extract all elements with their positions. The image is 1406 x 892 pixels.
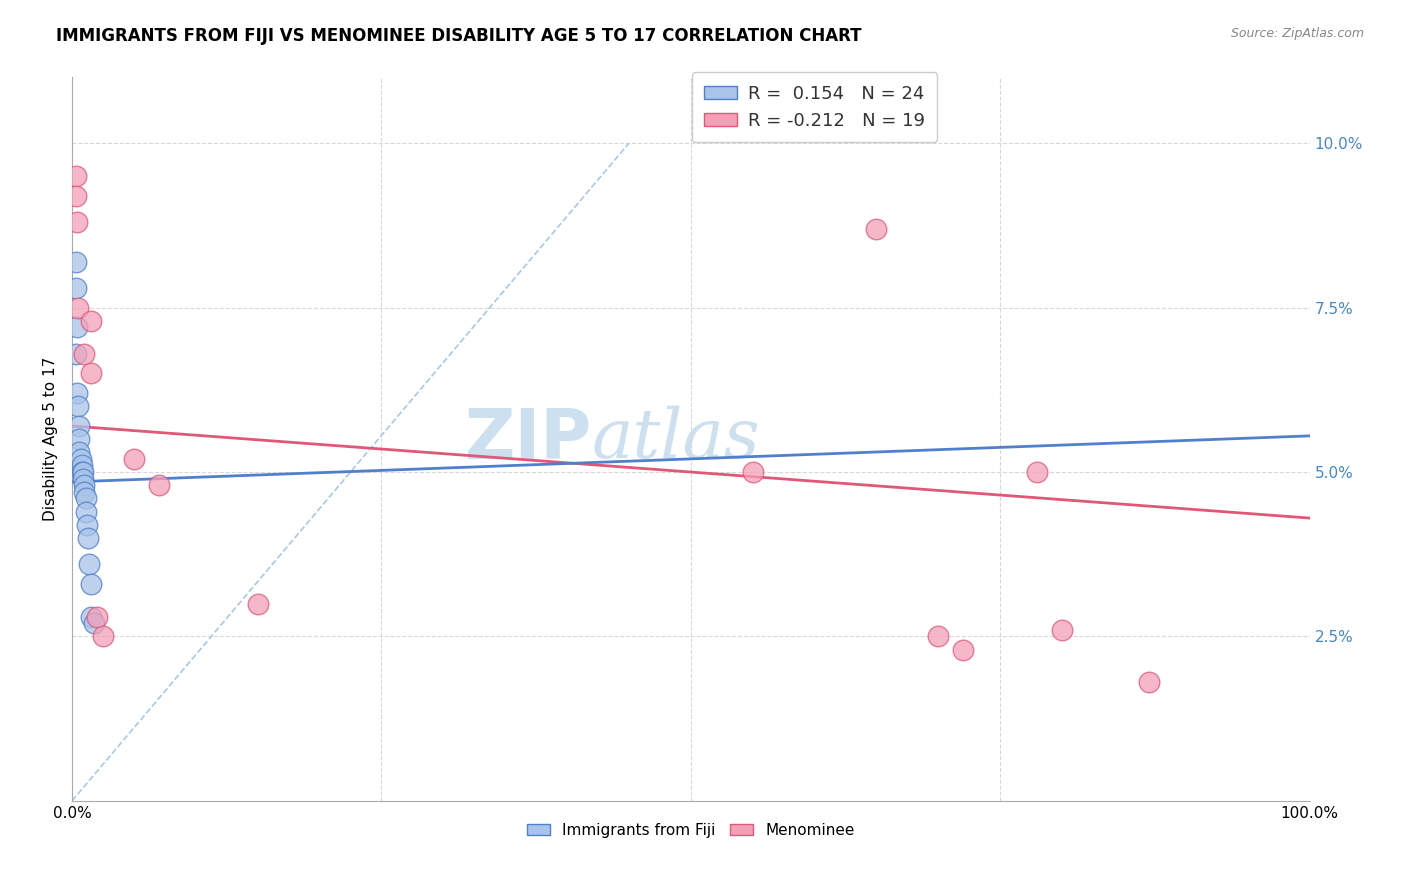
- Point: [70, 458, 93, 473]
- Point: [67, 419, 90, 434]
- Point: [75, 504, 97, 518]
- Point: [1137, 675, 1160, 690]
- Point: [67, 432, 90, 446]
- Point: [65, 189, 87, 203]
- Point: [75, 491, 97, 506]
- Point: [79, 577, 101, 591]
- Point: [83, 616, 105, 631]
- Point: [91, 630, 114, 644]
- Point: [65, 346, 87, 360]
- Point: [73, 484, 96, 499]
- Point: [70, 465, 93, 479]
- Point: [72, 472, 94, 486]
- Text: Source: ZipAtlas.com: Source: ZipAtlas.com: [1230, 27, 1364, 40]
- Y-axis label: Disability Age 5 to 17: Disability Age 5 to 17: [44, 357, 58, 521]
- Point: [246, 597, 269, 611]
- Point: [952, 642, 974, 657]
- Point: [67, 445, 90, 459]
- Point: [66, 320, 89, 334]
- Point: [79, 609, 101, 624]
- Point: [122, 451, 145, 466]
- Point: [69, 451, 91, 466]
- Point: [73, 346, 96, 360]
- Point: [79, 367, 101, 381]
- Legend: Immigrants from Fiji, Menominee: Immigrants from Fiji, Menominee: [520, 817, 860, 844]
- Text: atlas: atlas: [592, 406, 761, 473]
- Point: [72, 465, 94, 479]
- Point: [79, 314, 101, 328]
- Point: [66, 386, 89, 401]
- Point: [741, 465, 763, 479]
- Text: ZIP: ZIP: [464, 406, 592, 473]
- Point: [77, 531, 100, 545]
- Point: [1026, 465, 1049, 479]
- Point: [73, 478, 96, 492]
- Point: [865, 221, 887, 235]
- Point: [65, 254, 87, 268]
- Point: [1050, 623, 1073, 637]
- Point: [67, 399, 90, 413]
- Point: [65, 169, 87, 183]
- Point: [927, 630, 949, 644]
- Point: [76, 517, 98, 532]
- Point: [65, 281, 87, 295]
- Text: IMMIGRANTS FROM FIJI VS MENOMINEE DISABILITY AGE 5 TO 17 CORRELATION CHART: IMMIGRANTS FROM FIJI VS MENOMINEE DISABI…: [56, 27, 862, 45]
- Point: [79, 557, 101, 571]
- Point: [66, 215, 89, 229]
- Point: [86, 609, 108, 624]
- Point: [67, 301, 90, 315]
- Point: [148, 478, 170, 492]
